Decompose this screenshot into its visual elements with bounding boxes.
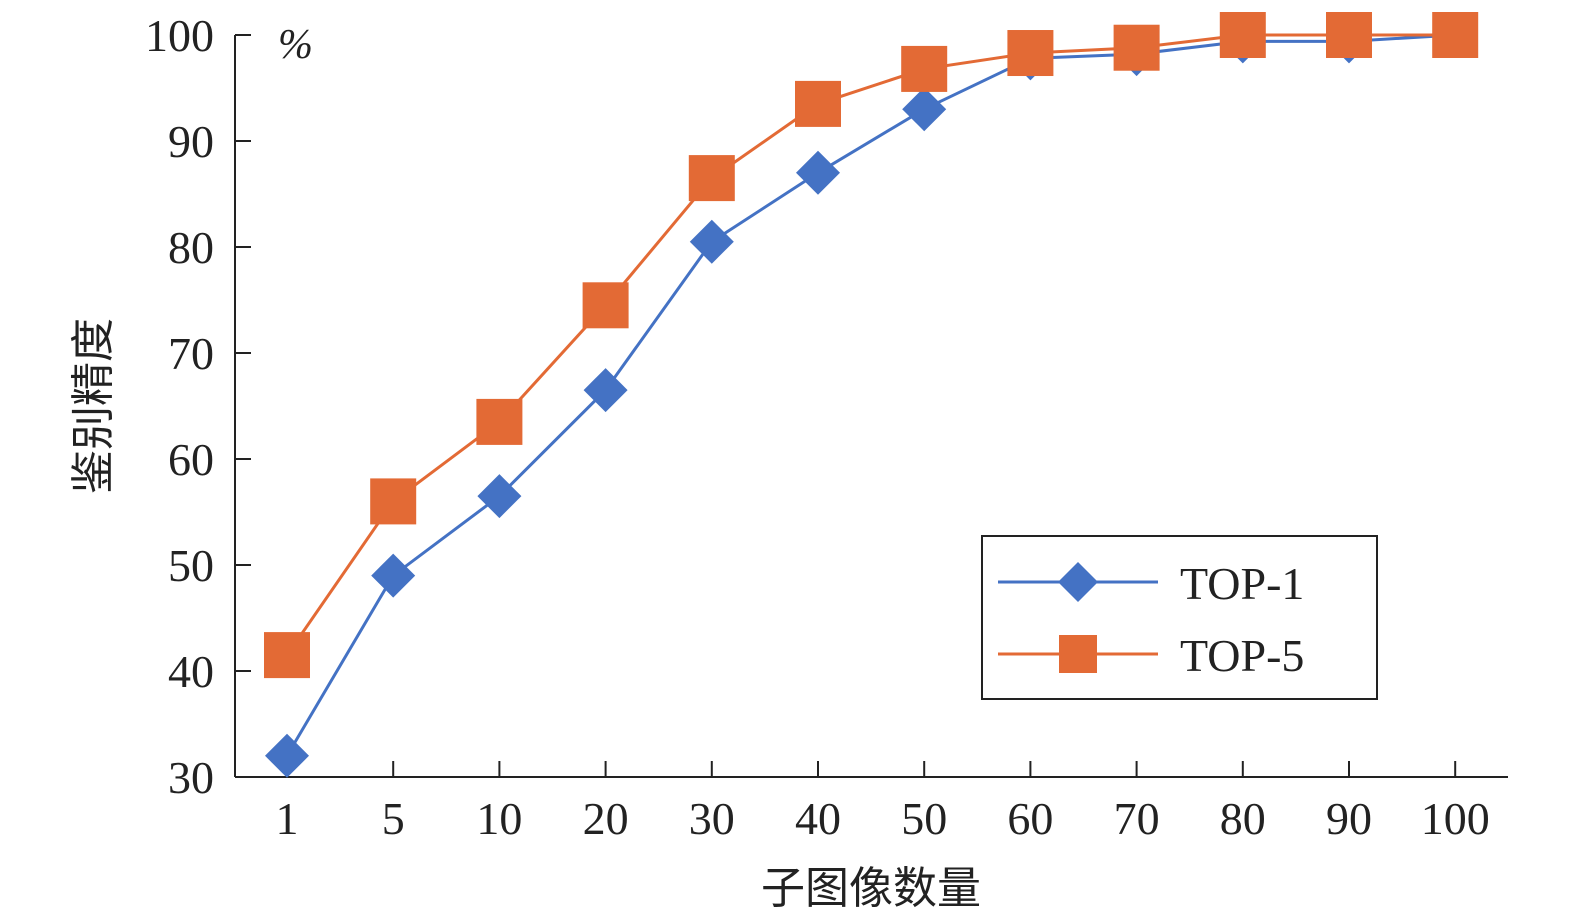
data-point xyxy=(1432,12,1479,58)
data-point xyxy=(1113,24,1160,71)
data-point xyxy=(583,368,628,413)
legend: TOP-1 TOP-5 xyxy=(981,535,1378,700)
y-unit-label: % xyxy=(278,22,313,68)
x-tick-label: 10 xyxy=(476,793,522,844)
y-tick-label: 30 xyxy=(168,752,214,803)
legend-label: TOP-1 xyxy=(1180,558,1304,609)
x-tick-label: 1 xyxy=(276,793,299,844)
series-top-5 xyxy=(264,12,1479,679)
data-point xyxy=(901,45,948,92)
legend-label: TOP-5 xyxy=(1180,630,1304,681)
y-axis-title: 鉴别精度 xyxy=(68,318,119,494)
data-point xyxy=(265,733,309,778)
x-tick-label: 20 xyxy=(583,793,629,844)
y-tick-label: 40 xyxy=(168,646,214,697)
x-tick-label: 90 xyxy=(1326,793,1372,844)
data-point xyxy=(477,474,522,519)
x-tick-label: 100 xyxy=(1421,793,1490,844)
y-tick-label: 80 xyxy=(168,222,214,273)
data-point xyxy=(264,632,310,679)
x-tick-label: 80 xyxy=(1220,793,1266,844)
data-point xyxy=(1219,12,1266,58)
axes xyxy=(234,35,1508,778)
x-tick-label: 40 xyxy=(795,793,841,844)
data-point xyxy=(370,478,417,525)
y-tick-label: 100 xyxy=(145,10,214,61)
y-tick-label: 90 xyxy=(168,116,214,167)
x-tick-label: 70 xyxy=(1114,793,1160,844)
data-point xyxy=(796,150,840,195)
y-tick-label: 70 xyxy=(168,328,214,379)
data-point xyxy=(902,87,947,132)
y-tick-label: 60 xyxy=(168,434,214,485)
x-tick-label: 50 xyxy=(901,793,947,844)
x-ticks: 1 5 10 20 30 40 50 60 70 80 90 100 xyxy=(276,761,1490,844)
legend-items: TOP-1 TOP-5 xyxy=(998,558,1304,681)
data-point xyxy=(1007,30,1054,77)
legend-box xyxy=(981,535,1378,700)
legend-marker xyxy=(1058,562,1098,602)
data-point xyxy=(1326,12,1372,58)
data-point xyxy=(689,219,734,264)
data-point xyxy=(476,398,523,445)
data-point xyxy=(795,80,841,127)
data-point xyxy=(688,155,735,202)
data-point xyxy=(371,553,416,598)
legend-marker xyxy=(1059,635,1097,673)
x-tick-label: 5 xyxy=(382,793,405,844)
y-ticks: 30 40 50 60 70 80 90 100 xyxy=(145,10,251,803)
series-group xyxy=(264,12,1479,778)
x-axis-title: 子图像数量 xyxy=(761,863,981,914)
y-tick-label: 50 xyxy=(168,540,214,591)
data-point xyxy=(582,282,629,329)
x-tick-label: 60 xyxy=(1007,793,1053,844)
x-tick-label: 30 xyxy=(689,793,735,844)
